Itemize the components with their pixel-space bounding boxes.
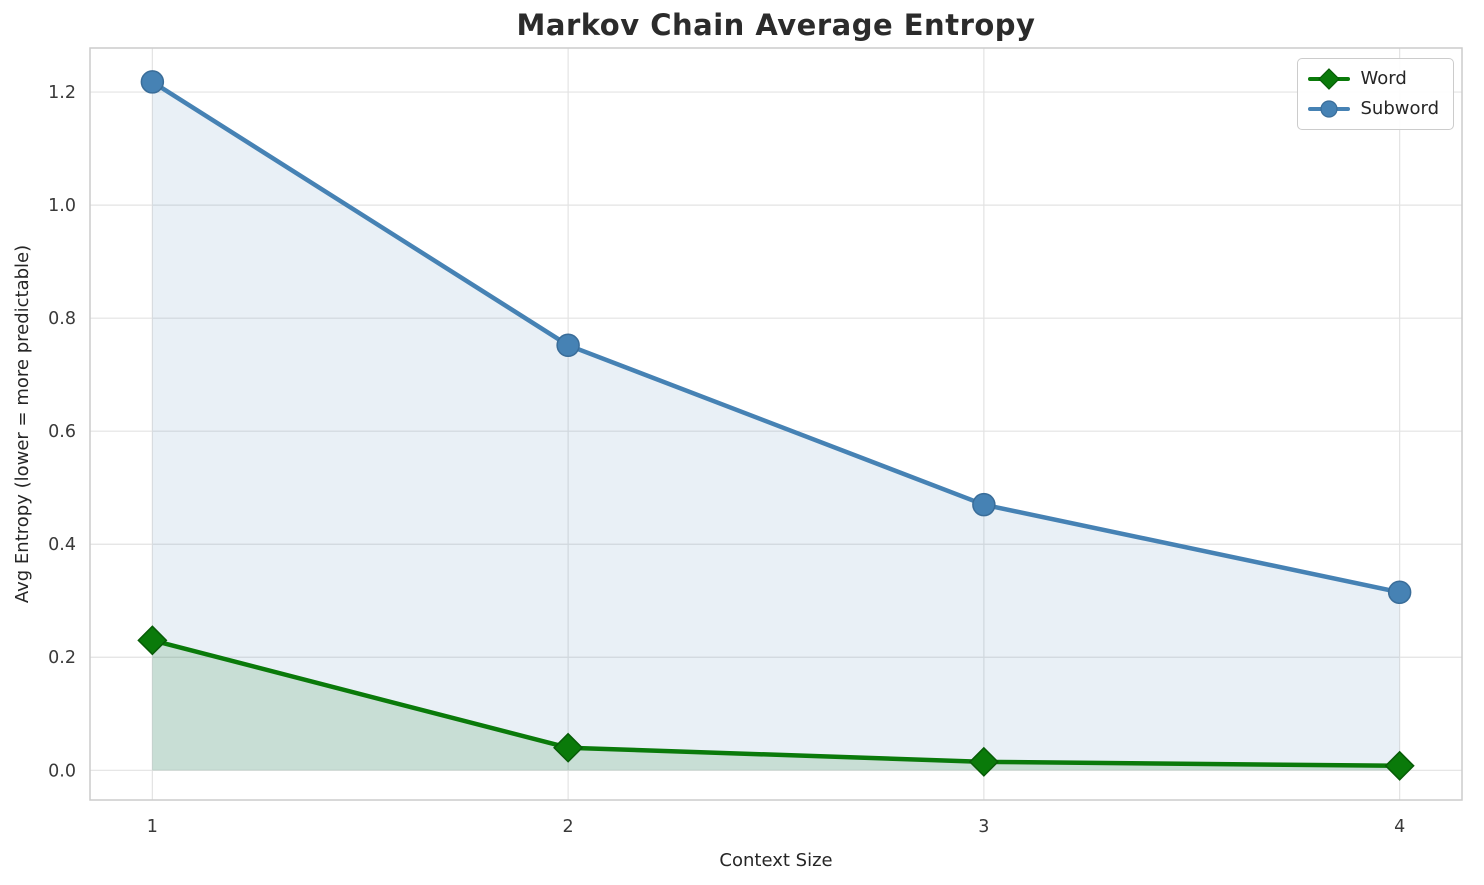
y-tick-label: 0.4 (48, 535, 76, 555)
legend: Word Subword (1297, 58, 1454, 130)
word-legend-marker-icon (1318, 68, 1341, 90)
gridlines (90, 48, 1462, 800)
legend-entry-subword: Subword (1308, 98, 1439, 120)
y-tick-label: 1.2 (48, 83, 76, 103)
word-line-swatch (1308, 68, 1351, 90)
subword-circle-swatch (1308, 100, 1351, 118)
subword-marker (556, 333, 580, 358)
word-marker (553, 732, 584, 763)
y-tick-label: 0.2 (48, 648, 76, 668)
x-axis-label: Context Size (719, 850, 832, 871)
x-tick-label: 3 (978, 817, 989, 837)
word-marker (1384, 750, 1415, 781)
subword-marker (140, 70, 165, 94)
word-marker (968, 746, 999, 777)
y-tick-label: 0.6 (48, 422, 76, 442)
legend-label-subword: Subword (1360, 98, 1439, 119)
word-line (150, 638, 1402, 769)
subword-line (150, 79, 1402, 595)
word-marker (137, 625, 168, 656)
y-axis-label: Avg Entropy (lower = more predictable) (12, 245, 33, 603)
chart-title: Markov Chain Average Entropy (516, 8, 1036, 42)
y-tick-label: 0.0 (48, 761, 76, 781)
x-tick-label: 2 (563, 817, 574, 837)
plot-frame (89, 47, 1463, 801)
subword-legend-marker-icon (1320, 100, 1339, 118)
y-tick-label: 1.0 (48, 196, 76, 216)
word-area-fill (152, 640, 1400, 771)
x-tick-label: 1 (147, 817, 158, 837)
legend-label-word: Word (1360, 68, 1407, 89)
x-tick-label: 4 (1394, 817, 1405, 837)
word-markers (137, 625, 1415, 781)
subword-marker (972, 492, 996, 517)
tick-labels: 1 2 3 4 0.0 0.2 0.4 0.6 0.8 1.0 1.2 (48, 83, 1405, 837)
legend-entry-word: Word (1308, 68, 1439, 90)
y-tick-label: 0.8 (48, 309, 76, 329)
subword-marker (1387, 580, 1412, 605)
subword-markers (140, 70, 1412, 605)
